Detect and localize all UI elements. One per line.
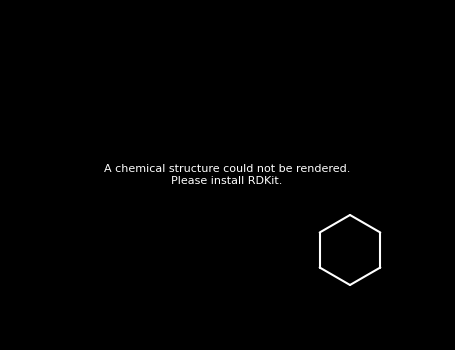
Text: A chemical structure could not be rendered.
Please install RDKit.: A chemical structure could not be render… xyxy=(104,164,350,186)
